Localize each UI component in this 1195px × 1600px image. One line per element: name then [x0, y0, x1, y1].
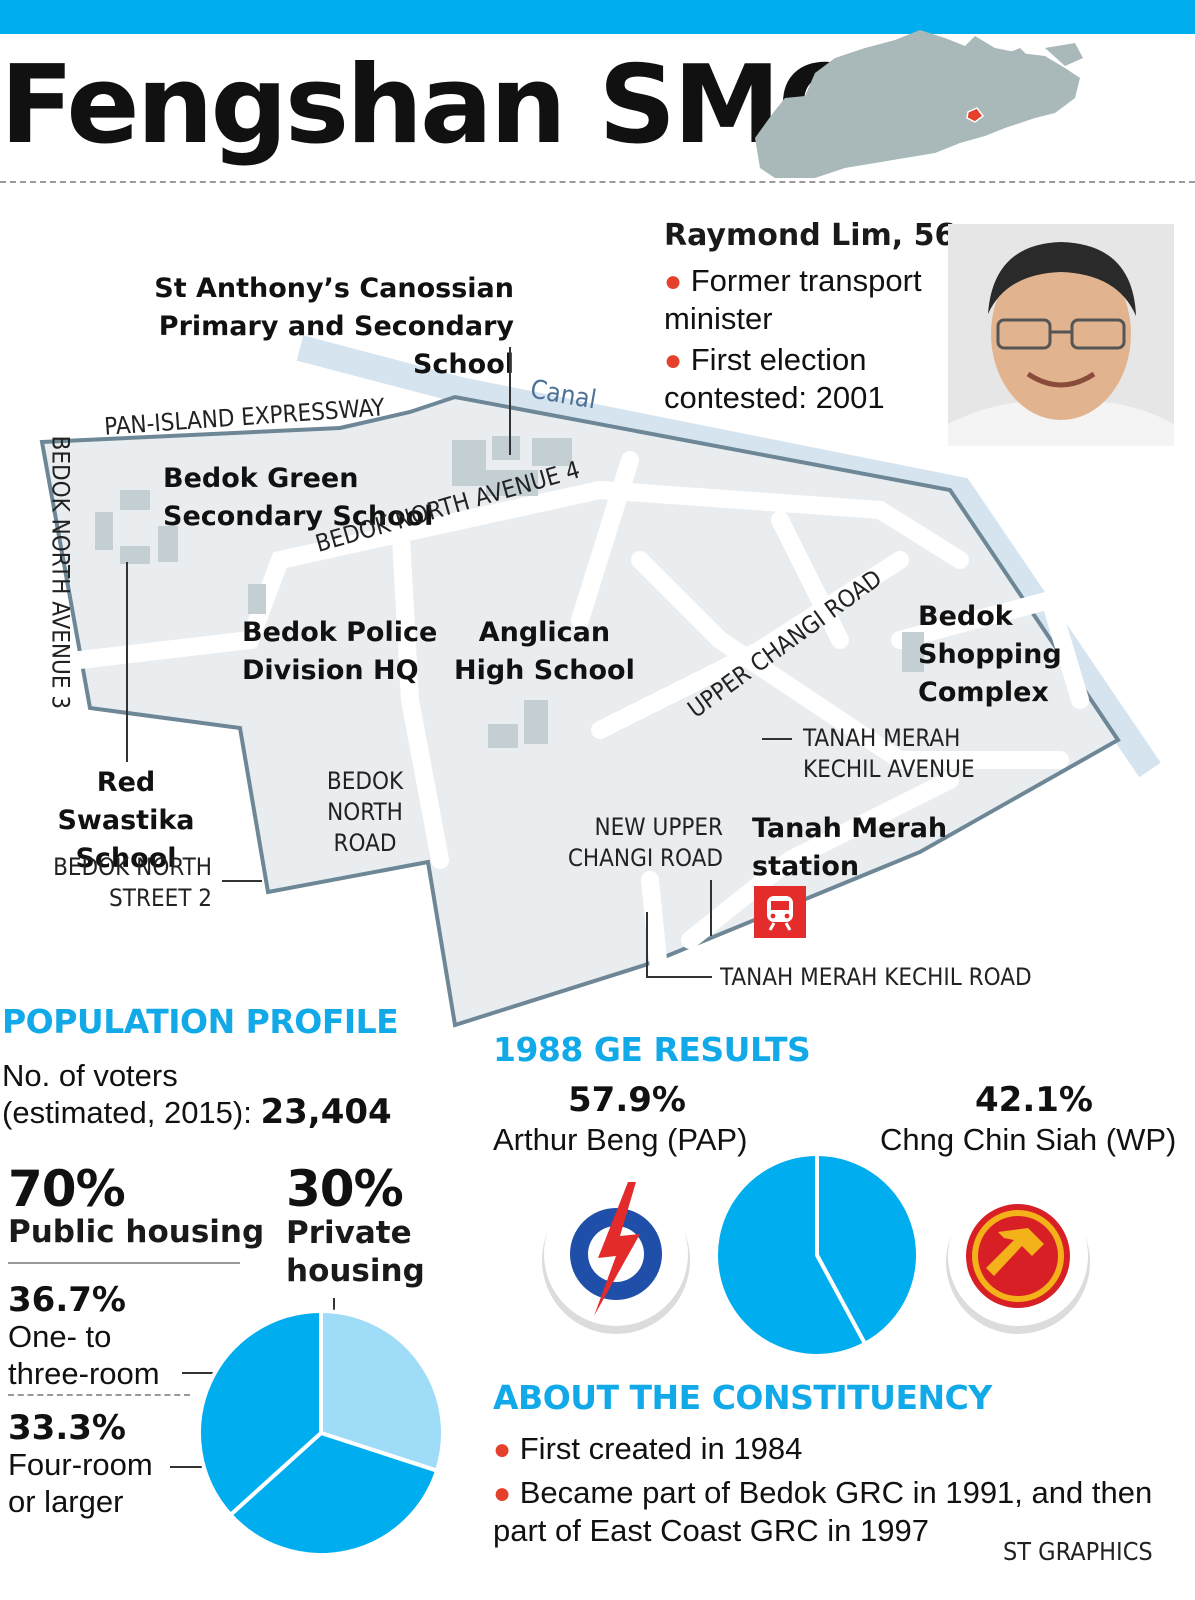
- about-heading: ABOUT THE CONSTITUENCY: [493, 1378, 992, 1417]
- ge-results-pie-chart: [714, 1152, 920, 1358]
- about-point-1: ● First created in 1984: [493, 1431, 803, 1466]
- wp-candidate: Chng Chin Siah (WP): [880, 1122, 1177, 1157]
- bullet-icon: ●: [493, 1477, 512, 1510]
- room-type-divider: [8, 1394, 190, 1396]
- credit: ST GRAPHICS: [1003, 1537, 1153, 1566]
- voters-label-line1: No. of voters: [2, 1058, 178, 1093]
- candidate-point-1: ● Former transport minister: [664, 263, 922, 336]
- pie-slice-four-room: [227, 1430, 440, 1557]
- bedok-north-road-label: BEDOK NORTH ROAD: [326, 767, 404, 857]
- public-housing-label: Public housing: [8, 1214, 265, 1250]
- bedok-north-street-2-label: BEDOK NORTH STREET 2: [53, 853, 212, 912]
- voters-value: 23,404: [260, 1092, 392, 1132]
- red-swastika-label: Red Swastika School: [57, 767, 195, 874]
- constituency-map: [39, 335, 1161, 1028]
- tanah-merah-station-label: Tanah Merah station: [752, 813, 948, 882]
- tmk-avenue-leader: [762, 738, 792, 740]
- page-title: Fengshan SMC: [0, 43, 857, 168]
- four-room-label: Four-room or larger: [8, 1447, 153, 1519]
- candidate-point-2: ● First election contested: 2001: [664, 342, 885, 415]
- new-upper-changi-leader: [710, 880, 712, 936]
- candidate-portrait: [948, 224, 1174, 446]
- one-three-room-label: One- to three-room: [8, 1319, 160, 1391]
- police-hq-label: Bedok Police Division HQ: [242, 617, 438, 686]
- public-housing-rule: [8, 1262, 240, 1264]
- singapore-locator-map: [755, 30, 1083, 178]
- about-point-2: ● Became part of Bedok GRC in 1991, and …: [493, 1475, 1153, 1510]
- tmk-road-leader-vertical: [646, 912, 648, 977]
- title-divider: [0, 181, 1195, 183]
- st-anthony-leader: [509, 347, 511, 455]
- pie-slice-wp: [815, 1152, 920, 1347]
- private-housing-label: Private housing: [286, 1215, 425, 1289]
- one-three-room-pct: 36.7%: [8, 1280, 126, 1320]
- bedok-shopping-complex-label: Bedok Shopping Complex: [918, 601, 1062, 708]
- ge-heading: 1988 GE RESULTS: [493, 1030, 811, 1069]
- pap-candidate: Arthur Beng (PAP): [493, 1122, 748, 1157]
- top-accent-bar: [0, 0, 1195, 34]
- population-heading: POPULATION PROFILE: [2, 1002, 399, 1041]
- voters-line2: (estimated, 2015): 23,404: [2, 1092, 392, 1132]
- pie-slice-private-housing: [319, 1308, 445, 1474]
- private-housing-pct: 30%: [286, 1160, 404, 1218]
- one-three-room-leader: [182, 1372, 230, 1374]
- four-room-pct: 33.3%: [8, 1408, 126, 1448]
- public-housing-pct: 70%: [8, 1160, 126, 1218]
- pap-logo-icon: [542, 1182, 690, 1334]
- pap-pct: 57.9%: [568, 1080, 686, 1120]
- tmk-road-leader-horizontal: [646, 976, 712, 978]
- bullet-icon: ●: [493, 1433, 512, 1466]
- wp-logo-icon: [946, 1186, 1090, 1334]
- housing-pie-chart: [197, 1308, 445, 1557]
- new-upper-changi-road-label: NEW UPPER CHANGI ROAD: [567, 813, 723, 872]
- red-swastika-leader: [126, 562, 128, 762]
- anglican-high-label: Anglican High School: [454, 617, 635, 686]
- tanah-merah-kechil-avenue-label: TANAH MERAH KECHIL AVENUE: [803, 724, 975, 783]
- pie-slice-pap: [714, 1152, 868, 1358]
- bullet-icon: ●: [664, 344, 683, 377]
- about-point-2-cont: part of East Coast GRC in 1997: [493, 1513, 929, 1548]
- wp-pct: 42.1%: [975, 1080, 1093, 1120]
- bedok-north-avenue-3-label: BEDOK NORTH AVENUE 3: [46, 435, 75, 710]
- bullet-icon: ●: [664, 265, 683, 298]
- mrt-train-icon: [754, 886, 806, 938]
- bns2-leader: [222, 880, 262, 882]
- bedok-green-label: Bedok Green Secondary School: [163, 463, 434, 532]
- pie-slice-one-three-room: [197, 1308, 323, 1518]
- candidate-name: Raymond Lim, 56: [664, 218, 956, 253]
- tanah-merah-kechil-road-label: TANAH MERAH KECHIL ROAD: [720, 963, 1032, 991]
- st-anthony-label: St Anthony’s Canossian Primary and Second…: [154, 273, 514, 380]
